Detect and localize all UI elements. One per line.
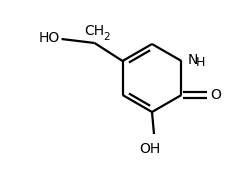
Text: HO: HO bbox=[38, 31, 60, 45]
Text: H: H bbox=[196, 56, 205, 69]
Text: CH: CH bbox=[85, 24, 105, 38]
Text: O: O bbox=[211, 88, 221, 102]
Text: 2: 2 bbox=[103, 32, 110, 42]
Text: N: N bbox=[187, 53, 198, 67]
Text: OH: OH bbox=[139, 142, 161, 156]
